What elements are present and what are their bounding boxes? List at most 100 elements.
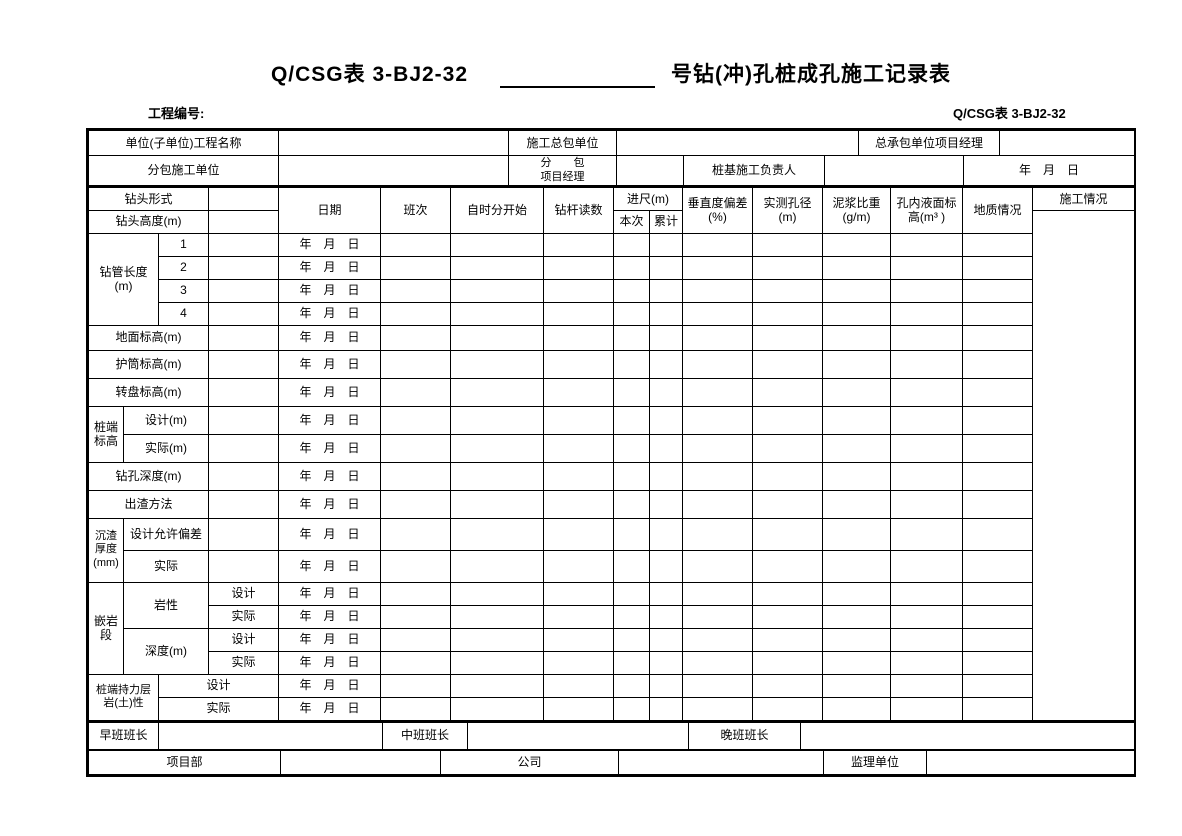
blank-cell (613, 461, 650, 491)
blank-cell (682, 301, 753, 326)
blank-cell (380, 604, 451, 629)
value-cell (208, 461, 279, 491)
blank-cell (543, 324, 614, 351)
date-cell: 年 月 日 (278, 517, 381, 551)
blank-cell (682, 405, 753, 435)
sub-label-actual: 实际 (208, 650, 279, 675)
blank-cell (752, 673, 823, 698)
blank-cell (962, 673, 1033, 698)
blank-cell (380, 696, 451, 721)
blank-cell (962, 461, 1033, 491)
blank-cell (682, 232, 753, 257)
col-header-date: 日期 (278, 186, 381, 234)
blank-cell (822, 673, 891, 698)
gc-pm-value-cell (999, 130, 1136, 156)
date-cell: 年 月 日 (278, 349, 381, 379)
row-label-hole-depth: 钻孔深度(m) (88, 461, 209, 491)
blank-cell (613, 232, 650, 257)
blank-cell (752, 489, 823, 519)
blank-cell (543, 627, 614, 652)
date-cell: 年 月 日 (278, 696, 381, 721)
value-cell (208, 349, 279, 379)
info-table: 单位(子单位)工程名称 施工总包单位 总承包单位项目经理 分包施工单位 分 包 … (88, 130, 1136, 186)
pile-lead-value-cell (823, 155, 965, 186)
blank-cell (822, 696, 891, 721)
blank-cell (450, 232, 544, 257)
blank-cell (752, 517, 823, 551)
blank-cell (450, 696, 544, 721)
sub-pm-value-cell (616, 155, 684, 186)
blank-cell (450, 349, 544, 379)
blank-cell (682, 433, 753, 463)
mid-shift-label: 中班班长 (381, 721, 469, 751)
blank-cell (613, 377, 650, 407)
blank-cell (752, 581, 823, 606)
blank-cell (543, 405, 614, 435)
blank-cell (890, 255, 963, 280)
blank-cell (450, 627, 544, 652)
blank-cell (649, 433, 683, 463)
blank-cell (752, 650, 823, 675)
main-record-table: 钻头形式 日期 班次 自时分开始 钻杆读数 进尺(m) 垂直度偏差 (%) 实测… (88, 186, 1135, 721)
blank-cell (682, 255, 753, 280)
blank-cell (613, 581, 650, 606)
blank-cell (890, 650, 963, 675)
blank-cell (613, 650, 650, 675)
blank-cell (450, 377, 544, 407)
pipe-index: 4 (158, 301, 209, 326)
project-dept-value-cell (280, 749, 441, 775)
blank-cell (682, 549, 753, 583)
blank-cell (682, 673, 753, 698)
blank-cell (543, 461, 614, 491)
blank-cell (380, 301, 451, 326)
blank-cell (543, 301, 614, 326)
general-contractor-label: 施工总包单位 (508, 130, 617, 156)
blank-cell (752, 255, 823, 280)
blank-cell (822, 301, 891, 326)
blank-cell (890, 673, 963, 698)
blank-cell (752, 278, 823, 303)
blank-cell (613, 349, 650, 379)
sub-label-design: 设计 (158, 673, 279, 698)
blank-cell (450, 278, 544, 303)
blank-cell (649, 627, 683, 652)
blank-cell (752, 433, 823, 463)
blank-cell (450, 581, 544, 606)
date-cell: 年 月 日 (278, 377, 381, 407)
blank-cell (649, 324, 683, 351)
blank-cell (613, 433, 650, 463)
blank-cell (962, 650, 1033, 675)
col-header-liquid-level: 孔内液面标 高(m³ ) (890, 186, 963, 234)
blank-cell (962, 301, 1033, 326)
bit-type-value-cell (208, 186, 279, 211)
blank-cell (543, 581, 614, 606)
title-form-code: Q/CSG表 3-BJ2-32 (270, 63, 469, 86)
blank-cell (380, 549, 451, 583)
value-cell (208, 278, 279, 303)
date-cell: 年 月 日 (278, 433, 381, 463)
blank-cell (890, 278, 963, 303)
blank-cell (962, 549, 1033, 583)
blank-cell (649, 696, 683, 721)
blank-cell (649, 405, 683, 435)
sub-label-design: 设计 (208, 627, 279, 652)
date-cell: 年 月 日 (278, 604, 381, 629)
blank-cell (822, 255, 891, 280)
blank-cell (822, 627, 891, 652)
blank-cell (649, 349, 683, 379)
sub-label-socket-depth: 深度(m) (123, 627, 209, 675)
bit-type-label: 钻头形式 (88, 186, 209, 211)
info-date-cell: 年 月 日 (963, 155, 1136, 186)
row-label-sediment-thickness: 沉渣 厚度 (mm) (88, 517, 124, 583)
blank-cell (890, 301, 963, 326)
blank-cell (380, 627, 451, 652)
blank-cell (682, 604, 753, 629)
blank-cell (890, 349, 963, 379)
blank-cell (649, 461, 683, 491)
value-cell (208, 489, 279, 519)
blank-cell (649, 301, 683, 326)
general-contractor-value-cell (615, 130, 860, 156)
row-label-turntable-elevation: 转盘标高(m) (88, 377, 209, 407)
blank-cell (752, 349, 823, 379)
